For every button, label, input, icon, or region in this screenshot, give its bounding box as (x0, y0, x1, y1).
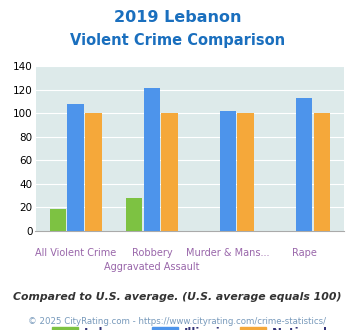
Bar (67, 104, 84, 231)
Text: Rape: Rape (291, 248, 317, 258)
Bar (50, 209, 66, 231)
Text: © 2025 CityRating.com - https://www.cityrating.com/crime-statistics/: © 2025 CityRating.com - https://www.city… (28, 317, 327, 326)
Text: Compared to U.S. average. (U.S. average equals 100): Compared to U.S. average. (U.S. average … (13, 292, 342, 302)
Bar (220, 111, 236, 231)
Text: 2019 Lebanon: 2019 Lebanon (114, 10, 241, 25)
Legend: Lebanon, Illinois, National: Lebanon, Illinois, National (48, 323, 332, 330)
Bar (313, 113, 330, 231)
Bar (126, 198, 142, 231)
Text: Robbery: Robbery (132, 248, 172, 258)
Text: All Violent Crime: All Violent Crime (35, 248, 116, 258)
Text: Aggravated Assault: Aggravated Assault (104, 262, 200, 272)
Text: Violent Crime Comparison: Violent Crime Comparison (70, 33, 285, 48)
Bar (162, 113, 178, 231)
Bar (85, 113, 102, 231)
Bar (143, 88, 160, 231)
Bar (296, 98, 312, 231)
Text: Murder & Mans...: Murder & Mans... (186, 248, 270, 258)
Bar (237, 113, 254, 231)
